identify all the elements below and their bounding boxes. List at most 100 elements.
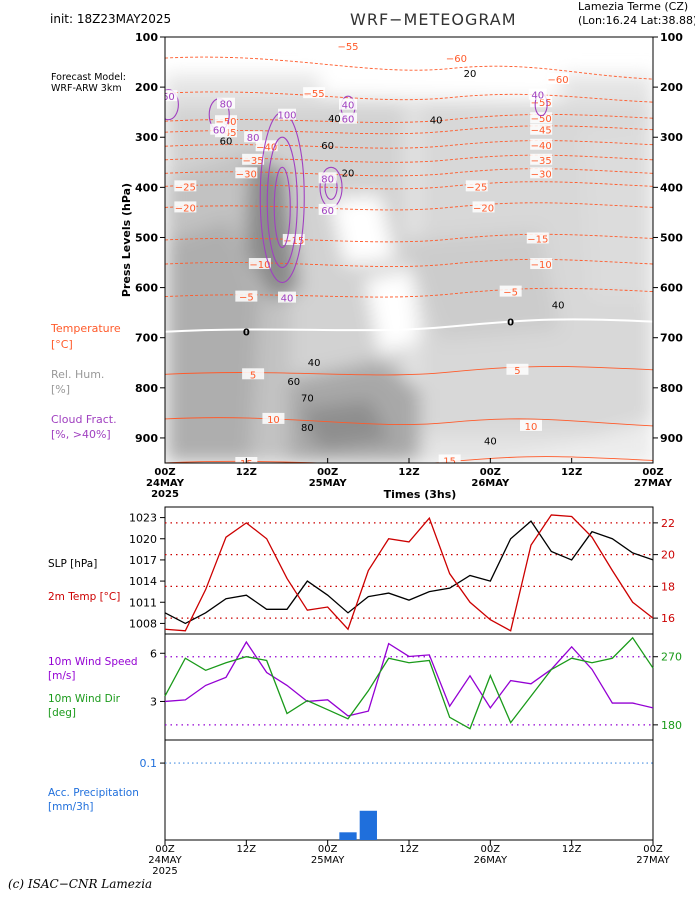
cloud-label: 60 — [342, 115, 355, 126]
cloud-label-bg — [165, 90, 178, 102]
station-name: Lamezia Terme (CZ) — [578, 0, 689, 13]
temp-label: 10 — [525, 422, 538, 433]
x-tick-label: 00Z — [317, 467, 338, 478]
temp-label: −10 — [249, 260, 270, 271]
y-tick-label-right: 600 — [660, 282, 683, 295]
temp-label: −25 — [175, 182, 196, 193]
humidity-label: 60 — [287, 377, 300, 388]
cloud-label-bg — [318, 203, 337, 215]
y-axis-title: Press Levels (hPa) — [120, 183, 133, 297]
cloud-contour — [266, 136, 298, 269]
temp-label-bg — [262, 412, 285, 424]
temp-label: 5 — [250, 370, 256, 381]
temp-label-bg — [242, 368, 265, 380]
wind-panel-frame — [164, 633, 654, 741]
y-tick-label-left: 1017 — [129, 554, 157, 567]
x-tick-date: 27MAY — [634, 478, 673, 489]
humidity-label: 40 — [484, 436, 497, 447]
x-tick-label: 00Z — [154, 467, 175, 478]
temperature-unit: [°C] — [51, 338, 73, 351]
wind-speed-line — [164, 640, 654, 717]
isotherm-line — [165, 318, 653, 333]
isotherm-line — [165, 56, 653, 80]
y-tick-label-left: 1020 — [129, 533, 157, 546]
x-tick-date: 26MAY — [474, 855, 508, 866]
x-tick-date: 26MAY — [471, 478, 510, 489]
x-tick-date: 25MAY — [311, 855, 345, 866]
temp-label-bg — [530, 153, 553, 165]
isotherm-line — [165, 91, 653, 103]
y-tick-label-left: 1014 — [129, 575, 157, 588]
x-tick-date: 27MAY — [636, 855, 670, 866]
humidity-legend: Rel. Hum. — [51, 368, 105, 381]
cloud-label-bg — [210, 123, 229, 135]
cloud-label-bg — [339, 98, 357, 110]
cloud-label: 60 — [321, 206, 334, 217]
y-tick-label-left: 1023 — [129, 512, 157, 525]
x-tick-label: 00Z — [481, 844, 501, 855]
isotherm-line — [165, 202, 653, 211]
temp-label: −50 — [215, 117, 236, 128]
cloud-label: 100 — [277, 111, 296, 122]
x-tick-label: 00Z — [318, 844, 338, 855]
x-tick-label: 12Z — [562, 844, 582, 855]
cloud-label-bg — [217, 97, 235, 109]
temp-label-bg — [255, 140, 278, 152]
y-tick-label-right: 900 — [660, 432, 683, 445]
slp-legend: SLP [hPa] — [48, 558, 98, 570]
x-tick-label: 12Z — [399, 844, 419, 855]
x-tick-label: 12Z — [236, 467, 257, 478]
temp-label: −60 — [548, 75, 569, 86]
wind-dir-legend: 10m Wind Dir — [48, 693, 120, 705]
humidity-label: 60 — [321, 141, 334, 152]
cloud-legend: Cloud Fract. — [51, 413, 117, 426]
cloud-label: 80 — [247, 133, 260, 144]
temp-label: −55 — [337, 42, 358, 53]
y-tick-label-left: 400 — [135, 181, 158, 194]
temp-label-bg — [530, 167, 553, 179]
wind-speed-legend: 10m Wind Speed — [48, 656, 138, 668]
temp-label-bg — [282, 233, 305, 245]
temp-label: −40 — [531, 141, 552, 152]
wind-dir-unit: [deg] — [48, 707, 76, 719]
temp-label-bg — [337, 40, 359, 52]
y-tick-label-right: 22 — [661, 517, 675, 530]
y-tick-label-left: 6 — [150, 647, 157, 660]
chart-title: WRF−METEOGRAM — [350, 10, 517, 29]
temp-label-bg — [445, 52, 468, 64]
temp-label: −5 — [503, 288, 518, 299]
temp-label-bg — [242, 153, 265, 165]
temp-label: −35 — [243, 156, 264, 167]
temp-label: 5 — [514, 366, 520, 377]
temp-label-bg — [520, 419, 542, 431]
humidity-label: 40 — [552, 301, 565, 312]
precip-bar — [339, 832, 357, 840]
y-tick-label-right: 300 — [660, 131, 683, 144]
humidity-field — [165, 37, 653, 463]
model-label: Forecast Model: — [51, 72, 126, 83]
x-tick-label: 12Z — [561, 467, 582, 478]
wind-panel: 180 270 3 6 — [150, 636, 682, 732]
y-tick-label-left: 1011 — [129, 596, 157, 609]
precip-panel: 0.1 — [140, 757, 653, 840]
cloud-label: 40 — [281, 294, 294, 305]
temp-label-bg — [438, 454, 461, 463]
cloud-label-bg — [528, 88, 547, 100]
isotherm-line — [165, 125, 653, 135]
y-tick-label-left: 3 — [150, 695, 157, 708]
temp-label-bg — [174, 180, 197, 192]
temp-label-bg — [547, 73, 570, 85]
y-tick-label-left: 300 — [135, 131, 158, 144]
temp-label-bg — [465, 180, 488, 192]
temp-label: −5 — [239, 293, 254, 304]
y-tick-label-right: 180 — [661, 719, 682, 732]
cloud-label: 60 — [162, 92, 175, 103]
y-tick-label-right: 100 — [660, 31, 683, 44]
precip-unit: [mm/3h] — [48, 801, 94, 813]
x-tick-label: 12Z — [398, 467, 419, 478]
cloud-label: 80 — [220, 100, 233, 111]
temp-label: −30 — [236, 169, 257, 180]
cloud-contour — [273, 166, 291, 249]
temp-label: 0 — [507, 318, 514, 329]
cloud-contour — [165, 89, 179, 121]
